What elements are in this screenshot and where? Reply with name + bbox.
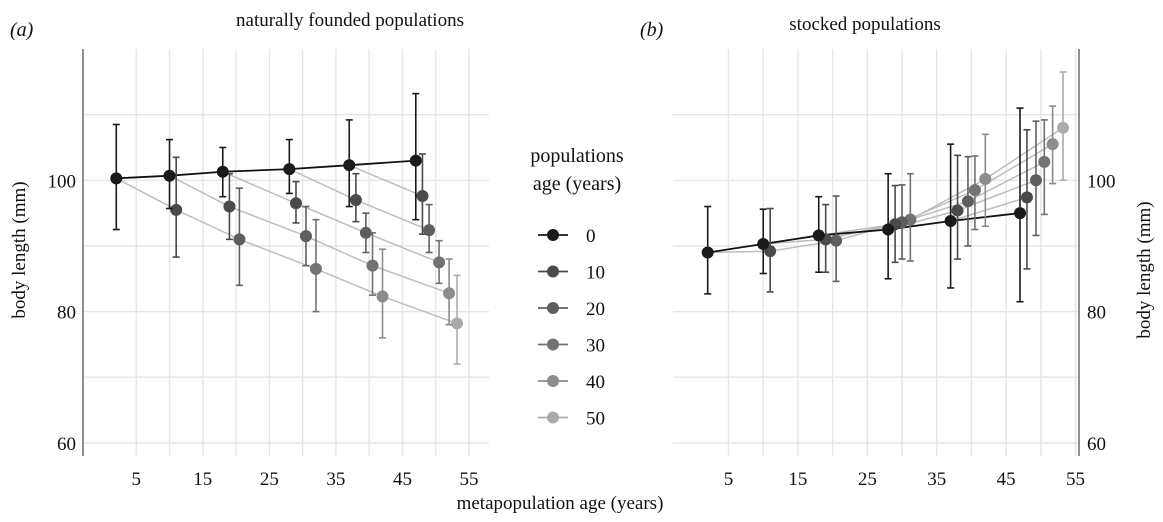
legend-label: 30 (586, 336, 605, 357)
legend-label: 0 (586, 226, 596, 247)
legend-entries: 0 10 20 30 40 50 (538, 226, 605, 430)
data-point-age-0 (216, 165, 229, 178)
data-point-age-20 (423, 224, 436, 237)
data-point-age-40 (979, 172, 992, 185)
data-point-age-20 (830, 234, 843, 247)
data-point-age-0 (882, 223, 895, 236)
data-point-age-10 (223, 200, 236, 213)
data-point-age-10 (951, 204, 964, 217)
data-point-age-20 (299, 230, 312, 243)
population-connector (222, 171, 440, 264)
y-axis-title-right: body length (mm) (1134, 201, 1155, 338)
data-point-age-40 (1046, 138, 1059, 151)
panel-title-b: stocked populations (789, 14, 940, 35)
population-connector (818, 161, 1045, 237)
data-point-age-0 (343, 159, 356, 172)
panel-title-a: naturally founded populations (236, 10, 464, 31)
data-point-age-0 (283, 163, 296, 176)
data-point-age-10 (349, 193, 362, 206)
y-tick-label: 100 (48, 171, 77, 192)
y-tick-label: 80 (1087, 303, 1106, 324)
x-tick-label: 15 (193, 469, 212, 490)
legend-swatch-dot (547, 229, 559, 241)
population-connector (950, 196, 1028, 222)
data-point-age-0 (701, 246, 714, 259)
data-point-age-10 (1020, 191, 1033, 204)
data-point-age-10 (416, 190, 429, 203)
legend-swatch-dot (547, 338, 559, 351)
plot-area-a (83, 49, 489, 456)
data-point-age-30 (1038, 155, 1051, 168)
panel-label-b: (b) (640, 19, 664, 41)
x-tick-label: 45 (997, 469, 1016, 490)
legend: populations age (years) 0 10 20 30 40 50 (530, 145, 624, 430)
data-point-age-40 (376, 290, 389, 303)
data-point-age-0 (110, 172, 123, 185)
data-point-age-10 (289, 197, 302, 210)
data-point-age-30 (309, 262, 322, 275)
data-point-age-20 (961, 195, 974, 208)
legend-label: 20 (586, 299, 605, 320)
legend-swatch-dot (547, 265, 559, 278)
x-tick-label: 25 (260, 469, 279, 490)
x-tick-label: 55 (460, 469, 479, 490)
y-tick-label: 60 (57, 434, 76, 455)
y-tick-label: 60 (1087, 434, 1106, 455)
series-marks-a (110, 92, 464, 365)
data-point-age-40 (443, 287, 456, 300)
population-connector (115, 177, 458, 325)
trend-line (707, 212, 1021, 254)
x-tick-label: 35 (326, 469, 345, 490)
data-point-age-0 (757, 237, 770, 250)
population-connector (348, 164, 423, 197)
legend-label: 10 (586, 263, 605, 284)
x-axis-title: metapopulation age (years) (457, 493, 664, 514)
data-point-age-50 (1057, 121, 1070, 134)
x-tick-label: 45 (393, 469, 412, 490)
data-point-age-30 (433, 256, 446, 269)
tick-labels-a: 5 15 25 35 45 55 60 80 100 (48, 171, 479, 490)
legend-label: 40 (586, 372, 605, 393)
y-tick-label: 80 (57, 303, 76, 324)
data-point-age-30 (366, 259, 379, 272)
legend-swatch-dot (547, 411, 559, 424)
x-tick-label: 35 (927, 469, 946, 490)
y-tick-label: 100 (1087, 171, 1116, 192)
data-point-age-0 (163, 169, 176, 182)
data-point-age-20 (359, 226, 372, 239)
x-tick-label: 5 (724, 469, 734, 490)
x-tick-label: 25 (858, 469, 877, 490)
data-point-age-0 (944, 214, 957, 227)
panel-label-a: (a) (10, 19, 34, 41)
legend-title-line2: age (years) (533, 173, 621, 195)
x-tick-label: 5 (131, 469, 141, 490)
data-point-age-10 (170, 203, 183, 216)
series-marks-b (701, 71, 1070, 303)
legend-label: 50 (586, 409, 605, 430)
data-point-age-20 (233, 233, 246, 246)
x-tick-label: 55 (1066, 469, 1085, 490)
y-axis-title-left: body length (mm) (9, 181, 30, 318)
x-tick-label: 15 (788, 469, 807, 490)
data-point-age-0 (812, 229, 825, 242)
data-point-age-50 (451, 317, 464, 330)
legend-swatch-dot (547, 375, 559, 387)
data-point-age-0 (1014, 207, 1027, 220)
data-point-age-30 (968, 184, 981, 197)
panel-naturally-founded: 5 15 25 35 45 55 60 80 100 (a) naturally founded… (9, 10, 489, 490)
trend-line (116, 159, 416, 180)
data-point-age-20 (1029, 174, 1042, 187)
legend-title-line1: populations (530, 145, 624, 167)
data-point-age-0 (409, 154, 422, 167)
legend-swatch-dot (547, 302, 559, 314)
trend-line-a (115, 159, 458, 325)
